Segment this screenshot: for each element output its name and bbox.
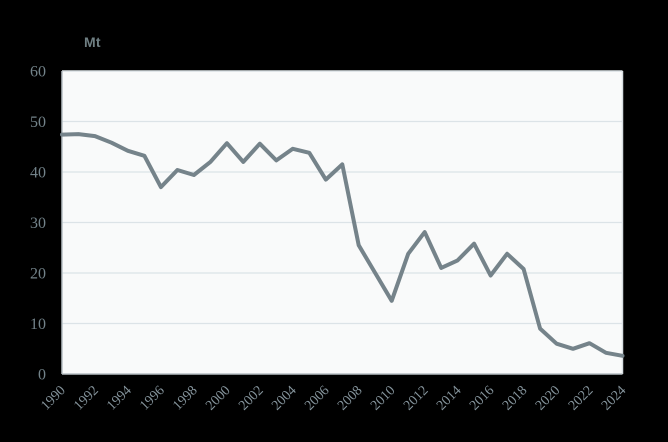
x-tick-label: 2002	[236, 383, 266, 413]
x-tick-label: 2000	[203, 383, 233, 413]
x-tick-label: 2008	[335, 383, 365, 413]
y-tick-label: 60	[30, 64, 46, 81]
y-tick-label: 0	[38, 367, 46, 384]
y-tick-label: 50	[30, 114, 46, 131]
x-tick-label: 2012	[401, 383, 431, 413]
x-tick-label: 2024	[599, 383, 629, 413]
x-tick-label: 1998	[170, 383, 200, 413]
x-tick-label: 2022	[566, 383, 596, 413]
y-tick-label: 40	[30, 165, 46, 182]
y-tick-label: 30	[30, 215, 46, 232]
x-tick-label: 2014	[434, 383, 464, 413]
x-tick-label: 2018	[500, 383, 530, 413]
x-tick-label: 2020	[533, 383, 563, 413]
x-tick-label: 2010	[368, 383, 398, 413]
x-tick-label: 1994	[104, 383, 134, 413]
x-tick-label: 1990	[38, 383, 68, 413]
x-tick-label: 2004	[269, 383, 299, 413]
x-tick-label: 2006	[302, 383, 332, 413]
x-tick-label: 1992	[71, 383, 101, 413]
x-tick-label: 1996	[137, 383, 167, 413]
unit-label: Mt	[84, 34, 101, 50]
y-tick-label: 20	[30, 266, 46, 283]
x-tick-label: 2016	[467, 383, 497, 413]
data-series-line	[60, 132, 625, 358]
y-tick-label: 10	[30, 316, 46, 333]
